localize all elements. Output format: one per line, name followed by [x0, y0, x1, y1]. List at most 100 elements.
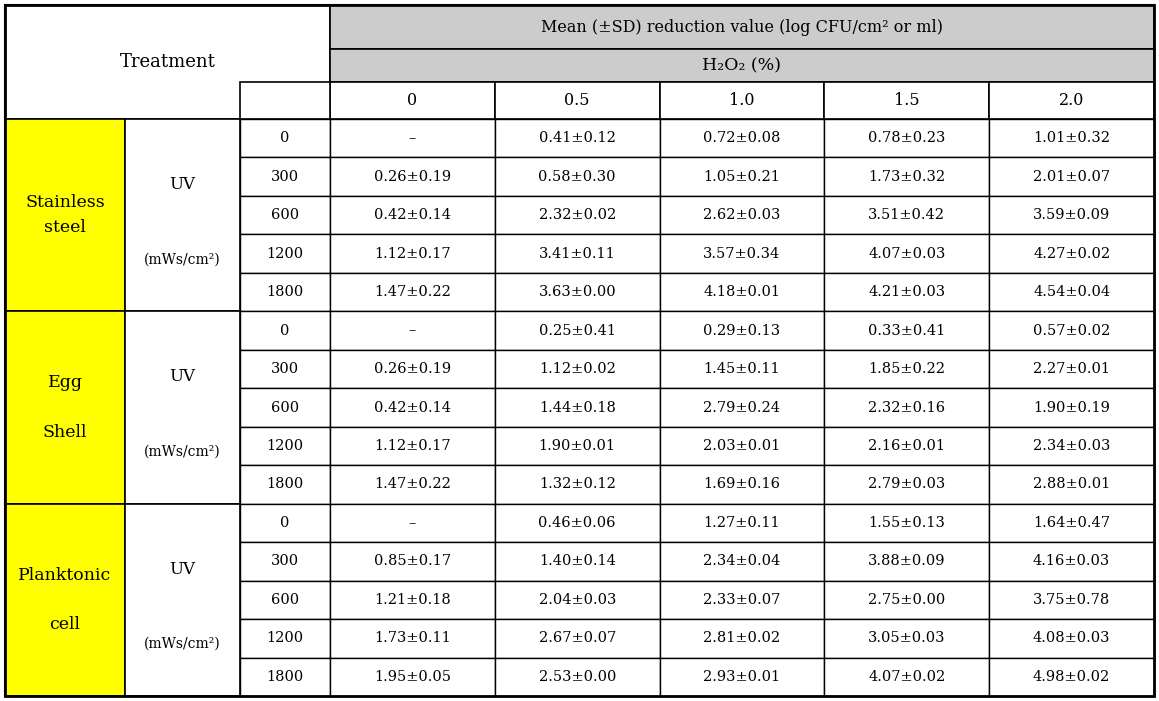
Bar	[989, 580, 1154, 619]
Bar	[659, 503, 824, 542]
Text: 2.34±0.04: 2.34±0.04	[704, 554, 781, 569]
Bar	[330, 49, 1154, 82]
Bar	[240, 273, 330, 311]
Bar	[240, 427, 330, 465]
Bar	[330, 580, 495, 619]
Bar	[989, 619, 1154, 658]
Bar	[240, 580, 330, 619]
Text: 2.0: 2.0	[1059, 92, 1085, 109]
Text: 2.32±0.16: 2.32±0.16	[868, 400, 946, 414]
Text: 2.04±0.03: 2.04±0.03	[539, 593, 615, 607]
Text: 4.18±0.01: 4.18±0.01	[704, 285, 780, 299]
Text: 1.5: 1.5	[894, 92, 919, 109]
Text: 2.67±0.07: 2.67±0.07	[539, 632, 615, 646]
Bar	[495, 619, 659, 658]
Text: UV: UV	[169, 176, 196, 193]
Text: 0.58±0.30: 0.58±0.30	[539, 170, 615, 184]
Text: 3.63±0.00: 3.63±0.00	[539, 285, 617, 299]
Text: 1.05±0.21: 1.05±0.21	[704, 170, 780, 184]
Text: –: –	[409, 516, 416, 530]
Text: 1.90±0.01: 1.90±0.01	[539, 439, 615, 453]
Text: 0.78±0.23: 0.78±0.23	[868, 131, 946, 145]
Bar	[659, 119, 824, 158]
Bar	[824, 542, 989, 580]
Text: 2.93±0.01: 2.93±0.01	[704, 669, 780, 683]
Bar	[330, 427, 495, 465]
Text: 3.51±0.42: 3.51±0.42	[868, 208, 946, 222]
Text: 0.85±0.17: 0.85±0.17	[374, 554, 451, 569]
Bar	[495, 388, 659, 427]
Bar	[659, 82, 824, 119]
Bar	[125, 503, 240, 696]
Bar	[495, 580, 659, 619]
Text: 0.57±0.02: 0.57±0.02	[1033, 324, 1110, 338]
Bar	[659, 158, 824, 196]
Text: 0.26±0.19: 0.26±0.19	[374, 362, 451, 376]
Bar	[659, 580, 824, 619]
Text: 4.16±0.03: 4.16±0.03	[1033, 554, 1110, 569]
Text: 1.12±0.17: 1.12±0.17	[374, 439, 451, 453]
Text: 1.47±0.22: 1.47±0.22	[374, 477, 451, 491]
Bar	[989, 311, 1154, 350]
Text: 0: 0	[280, 324, 290, 338]
Text: 0: 0	[280, 516, 290, 530]
Text: 1.01±0.32: 1.01±0.32	[1033, 131, 1110, 145]
Text: 300: 300	[271, 554, 299, 569]
Text: 0.26±0.19: 0.26±0.19	[374, 170, 451, 184]
Bar	[659, 234, 824, 273]
Text: Mean (±SD) reduction value (log CFU/cm² or ml): Mean (±SD) reduction value (log CFU/cm² …	[541, 18, 943, 36]
Bar	[659, 619, 824, 658]
Bar	[240, 503, 330, 542]
Bar	[989, 158, 1154, 196]
Bar	[824, 503, 989, 542]
Bar	[330, 119, 495, 158]
Bar	[330, 350, 495, 388]
Bar	[330, 158, 495, 196]
Text: 2.27±0.01: 2.27±0.01	[1033, 362, 1110, 376]
Text: 0.41±0.12: 0.41±0.12	[539, 131, 615, 145]
Text: 1800: 1800	[267, 285, 304, 299]
Bar	[495, 350, 659, 388]
Bar	[659, 196, 824, 234]
Text: Egg

Shell: Egg Shell	[43, 374, 87, 441]
Bar	[659, 388, 824, 427]
Text: 3.41±0.11: 3.41±0.11	[539, 247, 615, 261]
Text: 1.27±0.11: 1.27±0.11	[704, 516, 780, 530]
Text: 0: 0	[407, 92, 417, 109]
Bar	[240, 311, 330, 350]
Text: 2.62±0.03: 2.62±0.03	[704, 208, 781, 222]
Bar	[495, 465, 659, 503]
Text: 4.07±0.02: 4.07±0.02	[868, 669, 946, 683]
Bar	[989, 82, 1154, 119]
Text: 2.32±0.02: 2.32±0.02	[539, 208, 615, 222]
Text: 1.85±0.22: 1.85±0.22	[868, 362, 946, 376]
Text: 1.0: 1.0	[729, 92, 755, 109]
Text: 2.34±0.03: 2.34±0.03	[1033, 439, 1110, 453]
Bar	[659, 658, 824, 696]
Text: 300: 300	[271, 362, 299, 376]
Bar	[824, 619, 989, 658]
Bar	[240, 158, 330, 196]
Bar	[495, 82, 659, 119]
Bar	[989, 465, 1154, 503]
Bar	[989, 196, 1154, 234]
Text: 1800: 1800	[267, 477, 304, 491]
Text: UV: UV	[169, 368, 196, 386]
Text: 1.40±0.14: 1.40±0.14	[539, 554, 615, 569]
Bar	[659, 542, 824, 580]
Text: 600: 600	[271, 593, 299, 607]
Bar	[5, 119, 125, 311]
Bar	[989, 119, 1154, 158]
Text: 3.75±0.78: 3.75±0.78	[1033, 593, 1110, 607]
Text: 1.55±0.13: 1.55±0.13	[868, 516, 946, 530]
Text: Planktonic

cell: Planktonic cell	[19, 566, 111, 633]
Bar	[824, 350, 989, 388]
Bar	[240, 542, 330, 580]
Bar	[125, 311, 240, 503]
Bar	[495, 273, 659, 311]
Text: 0.46±0.06: 0.46±0.06	[539, 516, 615, 530]
Bar	[330, 196, 495, 234]
Bar	[824, 427, 989, 465]
Text: 1.69±0.16: 1.69±0.16	[704, 477, 780, 491]
Bar	[989, 542, 1154, 580]
